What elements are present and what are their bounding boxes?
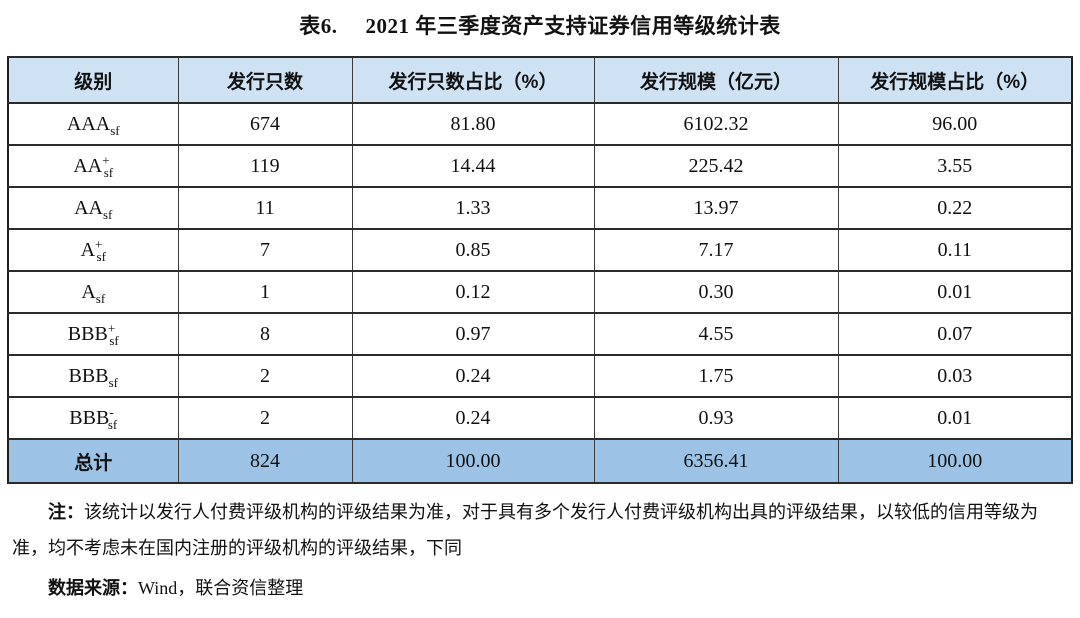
footnotes: 注：该统计以发行人付费评级机构的评级结果为准，对于具有多个发行人付费评级机构出具… <box>12 494 1068 606</box>
table-row: AAsf 11 1.33 13.97 0.22 <box>7 186 1073 230</box>
scale-pct-cell: 0.03 <box>837 354 1073 398</box>
scale-pct-cell: 3.55 <box>837 144 1073 188</box>
scale-pct-cell: 0.01 <box>837 270 1073 314</box>
table-row: A+sf 7 0.85 7.17 0.11 <box>7 228 1073 272</box>
note-label: 注： <box>48 502 84 522</box>
total-scale-cell: 6356.41 <box>593 438 839 484</box>
header-cell-issue-count: 发行只数 <box>177 56 353 104</box>
count-pct-cell: 81.80 <box>351 102 595 146</box>
scale-cell: 7.17 <box>593 228 839 272</box>
count-cell: 2 <box>177 396 353 440</box>
scale-cell: 0.93 <box>593 396 839 440</box>
grade-cell: AAAsf <box>7 102 179 146</box>
count-cell: 674 <box>177 102 353 146</box>
scale-cell: 4.55 <box>593 312 839 356</box>
total-label-cell: 总计 <box>7 438 179 484</box>
table-row: AAAsf 674 81.80 6102.32 96.00 <box>7 102 1073 146</box>
table-row: BBB-sf 2 0.24 0.93 0.01 <box>7 396 1073 440</box>
table-row: BBB+sf 8 0.97 4.55 0.07 <box>7 312 1073 356</box>
count-pct-cell: 0.24 <box>351 354 595 398</box>
table-title-text: 2021 年三季度资产支持证券信用等级统计表 <box>365 14 781 38</box>
scale-pct-cell: 0.11 <box>837 228 1073 272</box>
table-number-label: 表6. <box>299 14 338 38</box>
scale-pct-cell: 0.07 <box>837 312 1073 356</box>
scale-cell: 13.97 <box>593 186 839 230</box>
table-row: Asf 1 0.12 0.30 0.01 <box>7 270 1073 314</box>
total-count-cell: 824 <box>177 438 353 484</box>
count-pct-cell: 0.24 <box>351 396 595 440</box>
header-cell-issue-scale: 发行规模（亿元） <box>593 56 839 104</box>
scale-pct-cell: 0.01 <box>837 396 1073 440</box>
total-scale-pct-cell: 100.00 <box>837 438 1073 484</box>
count-cell: 2 <box>177 354 353 398</box>
grade-cell: BBBsf <box>7 354 179 398</box>
scale-cell: 225.42 <box>593 144 839 188</box>
grade-cell: A+sf <box>7 228 179 272</box>
scale-cell: 6102.32 <box>593 102 839 146</box>
data-source: 数据来源：Wind，联合资信整理 <box>12 570 1068 606</box>
page-title: 表6. 2021 年三季度资产支持证券信用等级统计表 <box>0 0 1080 40</box>
count-pct-cell: 14.44 <box>351 144 595 188</box>
header-cell-issue-scale-pct: 发行规模占比（%） <box>837 56 1073 104</box>
scale-cell: 1.75 <box>593 354 839 398</box>
table-header-row: 级别 发行只数 发行只数占比（%） 发行规模（亿元） 发行规模占比（%） <box>7 56 1073 104</box>
grade-cell: AA+sf <box>7 144 179 188</box>
grade-cell: Asf <box>7 270 179 314</box>
header-cell-grade: 级别 <box>7 56 179 104</box>
table-row: AA+sf 119 14.44 225.42 3.55 <box>7 144 1073 188</box>
table-row: BBBsf 2 0.24 1.75 0.03 <box>7 354 1073 398</box>
table-total-row: 总计 824 100.00 6356.41 100.00 <box>7 438 1073 484</box>
grade-cell: BBB+sf <box>7 312 179 356</box>
scale-pct-cell: 0.22 <box>837 186 1073 230</box>
header-cell-issue-count-pct: 发行只数占比（%） <box>351 56 595 104</box>
count-cell: 119 <box>177 144 353 188</box>
grade-cell: AAsf <box>7 186 179 230</box>
total-count-pct-cell: 100.00 <box>351 438 595 484</box>
count-pct-cell: 1.33 <box>351 186 595 230</box>
credit-rating-stats-table: 级别 发行只数 发行只数占比（%） 发行规模（亿元） 发行规模占比（%） AAA… <box>7 56 1073 484</box>
scale-cell: 0.30 <box>593 270 839 314</box>
scale-pct-cell: 96.00 <box>837 102 1073 146</box>
table-note: 注：该统计以发行人付费评级机构的评级结果为准，对于具有多个发行人付费评级机构出具… <box>12 494 1068 566</box>
source-text: Wind，联合资信整理 <box>138 578 304 598</box>
source-label: 数据来源： <box>48 578 138 598</box>
count-cell: 8 <box>177 312 353 356</box>
count-cell: 11 <box>177 186 353 230</box>
note-text: 该统计以发行人付费评级机构的评级结果为准，对于具有多个发行人付费评级机构出具的评… <box>12 502 1038 558</box>
count-cell: 1 <box>177 270 353 314</box>
count-pct-cell: 0.85 <box>351 228 595 272</box>
count-pct-cell: 0.12 <box>351 270 595 314</box>
count-cell: 7 <box>177 228 353 272</box>
grade-cell: BBB-sf <box>7 396 179 440</box>
count-pct-cell: 0.97 <box>351 312 595 356</box>
